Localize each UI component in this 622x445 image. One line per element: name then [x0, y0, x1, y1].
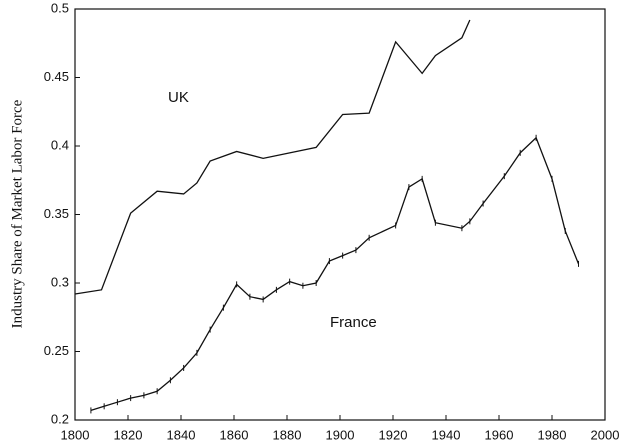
x-tick-label: 1880	[273, 427, 302, 442]
x-tick-label: 1840	[167, 427, 196, 442]
x-tick-label: 1860	[220, 427, 249, 442]
x-tick-label: 1960	[485, 427, 514, 442]
x-tick-label: 1800	[61, 427, 90, 442]
y-tick-label: 0.5	[51, 0, 69, 15]
y-tick-label: 0.3	[51, 274, 69, 289]
y-tick-label: 0.2	[51, 411, 69, 426]
annotation: France	[330, 314, 377, 331]
series-line	[74, 19, 471, 295]
x-tick-label: 1940	[432, 427, 461, 442]
x-tick-label: 1980	[538, 427, 567, 442]
y-axis-label: Industry Share of Market Labor Force	[9, 99, 25, 328]
x-tick-label: 2000	[591, 427, 620, 442]
y-tick-label: 0.4	[51, 137, 69, 152]
y-tick-label: 0.25	[44, 343, 69, 358]
x-tick-label: 1900	[326, 427, 355, 442]
y-tick-label: 0.45	[44, 69, 69, 84]
x-tick-label: 1820	[114, 427, 143, 442]
y-tick-label: 0.35	[44, 206, 69, 221]
series-line	[90, 136, 580, 412]
plot-frame	[74, 8, 606, 421]
annotation: UK	[168, 89, 189, 106]
x-tick-label: 1920	[379, 427, 408, 442]
